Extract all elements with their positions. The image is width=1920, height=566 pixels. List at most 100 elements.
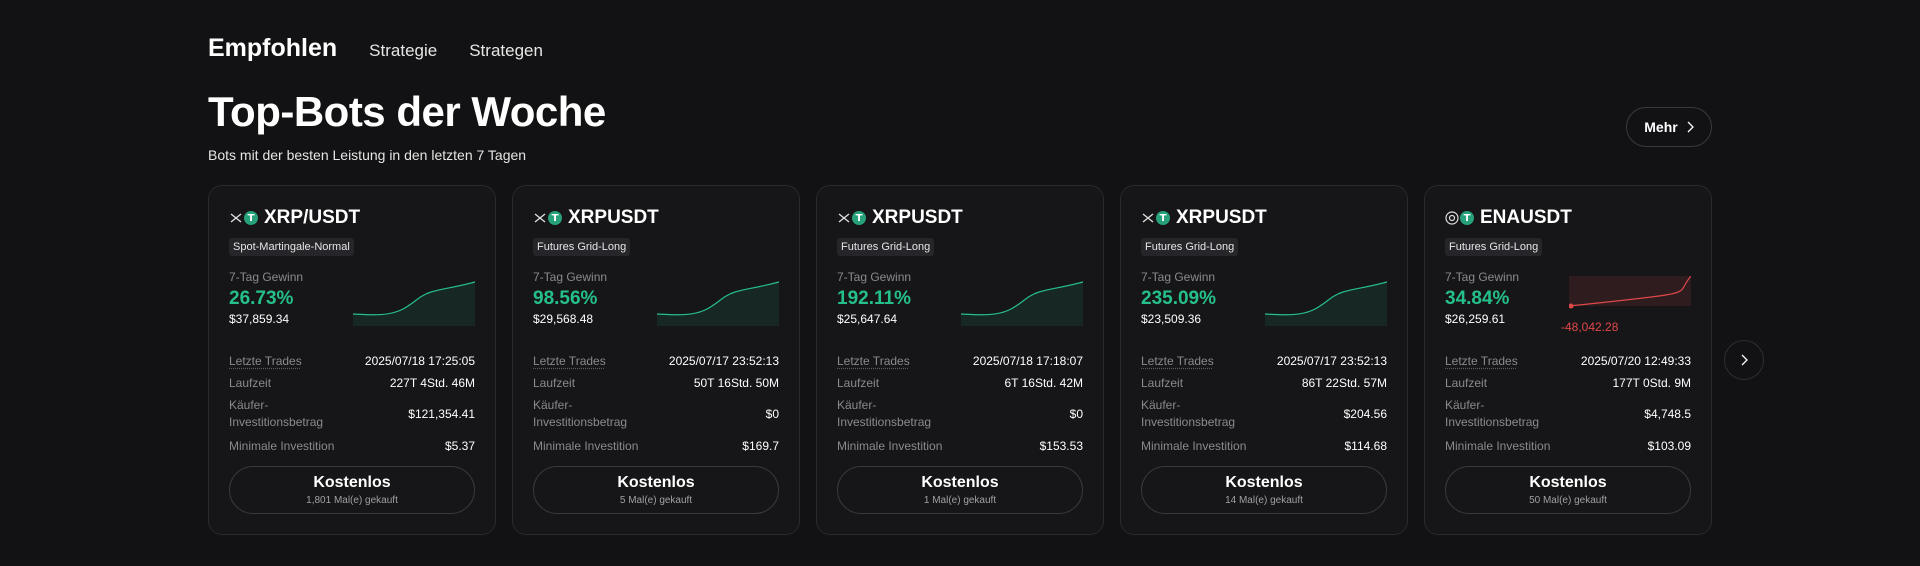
buyer-investment-value: $121,354.41 [408,407,475,421]
more-button-label: Mehr [1644,119,1678,135]
bot-card[interactable]: T XRPUSDT Futures Grid-Long 7-Tag Gewinn… [512,185,800,535]
last-trades-label: Letzte Trades [1445,354,1518,368]
tab-strategie[interactable]: Strategie [369,41,438,60]
chevron-right-icon [1741,354,1748,366]
stats-list: Letzte Trades 2025/07/17 23:52:13 Laufze… [533,350,779,458]
button-label: Kostenlos [313,474,391,491]
free-copy-button[interactable]: Kostenlos 1,801 Mal(e) gekauft [229,466,475,514]
bot-card[interactable]: T XRPUSDT Futures Grid-Long 7-Tag Gewinn… [1120,185,1408,535]
runtime-value: 177T 0Std. 9M [1612,376,1692,390]
last-trades-label: Letzte Trades [1141,354,1214,368]
buyer-investment-value: $0 [1069,407,1083,421]
last-trades-value: 2025/07/17 23:52:13 [1276,354,1387,368]
stat-row-runtime: Laufzeit 227T 4Std. 46M [229,372,475,394]
runtime-label: Laufzeit [1141,376,1184,390]
top-nav: Empfohlen Strategie Strategen [208,34,543,63]
more-button[interactable]: Mehr [1626,107,1712,147]
min-investment-value: $169.7 [742,439,779,453]
stat-row-last-trades: Letzte Trades 2025/07/17 23:52:13 [533,350,779,372]
loss-label: -48,042.28 [1561,320,1619,334]
ena-icon [1445,211,1459,225]
stat-row-buyer-investment: Käufer-Investitionsbetrag $4,748.5 [1445,394,1691,434]
runtime-value: 227T 4Std. 46M [389,376,475,390]
pair-icons: T [533,211,562,225]
sparkline-chart [353,281,475,326]
bot-card[interactable]: T ENAUSDT Futures Grid-Long 7-Tag Gewinn… [1424,185,1712,535]
sparkline-chart [961,281,1083,326]
strategy-badge: Futures Grid-Long [837,238,935,256]
runtime-label: Laufzeit [1445,376,1488,390]
buyer-investment-value: $4,748.5 [1644,407,1691,421]
profit-amount: $25,647.64 [837,312,898,326]
buyer-investment-label: Käufer-Investitionsbetrag [837,398,932,429]
strategy-badge: Futures Grid-Long [1141,238,1239,256]
min-investment-value: $114.68 [1344,439,1388,453]
buyer-investment-value: $204.56 [1343,407,1387,421]
profit-section: 7-Tag Gewinn 34.84% $26,259.61 [1445,270,1691,330]
last-trades-value: 2025/07/20 12:49:33 [1580,354,1691,368]
stat-row-min-investment: Minimale Investition $5.37 [229,434,475,458]
free-copy-button[interactable]: Kostenlos 14 Mal(e) gekauft [1141,466,1387,514]
free-copy-button[interactable]: Kostenlos 5 Mal(e) gekauft [533,466,779,514]
bot-card[interactable]: T XRP/USDT Spot-Martingale-Normal 7-Tag … [208,185,496,535]
stat-row-buyer-investment: Käufer-Investitionsbetrag $0 [533,394,779,434]
stats-list: Letzte Trades 2025/07/18 17:25:05 Laufze… [229,350,475,458]
stat-row-buyer-investment: Käufer-Investitionsbetrag $121,354.41 [229,394,475,434]
min-investment-value: $5.37 [444,439,475,453]
profit-percent: 98.56% [533,288,598,309]
tether-icon: T [548,211,562,225]
page-title: Top-Bots der Woche [208,88,606,135]
profit-percent: 235.09% [1141,288,1217,309]
buyer-investment-value: $0 [765,407,779,421]
pair-name: XRPUSDT [568,207,659,228]
stat-row-last-trades: Letzte Trades 2025/07/18 17:25:05 [229,350,475,372]
page-subtitle: Bots mit der besten Leistung in den letz… [208,147,527,163]
stat-row-runtime: Laufzeit 6T 16Std. 42M [837,372,1083,394]
card-header: T ENAUSDT [1445,206,1691,230]
last-trades-label: Letzte Trades [229,354,302,368]
free-copy-button[interactable]: Kostenlos 50 Mal(e) gekauft [1445,466,1691,514]
stat-row-last-trades: Letzte Trades 2025/07/18 17:18:07 [837,350,1083,372]
xrp-icon [229,211,243,225]
profit-amount: $37,859.34 [229,312,290,326]
purchase-count: 1,801 Mal(e) gekauft [306,495,398,506]
bot-card[interactable]: T XRPUSDT Futures Grid-Long 7-Tag Gewinn… [816,185,1104,535]
last-trades-value: 2025/07/18 17:25:05 [364,354,475,368]
profit-amount: $23,509.36 [1141,312,1202,326]
next-arrow-button[interactable] [1724,340,1764,380]
card-header: T XRP/USDT [229,206,475,230]
profit-amount: $26,259.61 [1445,312,1506,326]
xrp-icon [1141,211,1155,225]
button-label: Kostenlos [1225,474,1303,491]
tether-icon: T [244,211,258,225]
profit-percent: 192.11% [837,288,911,309]
profit-amount: $29,568.48 [533,312,594,326]
tab-strategen[interactable]: Strategen [469,41,543,60]
min-investment-value: $153.53 [1039,439,1083,453]
button-label: Kostenlos [921,474,999,491]
stats-list: Letzte Trades 2025/07/20 12:49:33 Laufze… [1445,350,1691,458]
free-copy-button[interactable]: Kostenlos 1 Mal(e) gekauft [837,466,1083,514]
card-header: T XRPUSDT [533,206,779,230]
stat-row-min-investment: Minimale Investition $153.53 [837,434,1083,458]
pair-name: ENAUSDT [1480,207,1572,228]
min-investment-label: Minimale Investition [229,439,335,453]
pair-icons: T [837,211,866,225]
profit-label: 7-Tag Gewinn [1141,270,1216,284]
xrp-icon [837,211,851,225]
stat-row-last-trades: Letzte Trades 2025/07/17 23:52:13 [1141,350,1387,372]
runtime-label: Laufzeit [533,376,576,390]
runtime-label: Laufzeit [837,376,880,390]
profit-section: 7-Tag Gewinn 192.11% $25,647.64 [837,270,1083,330]
tab-empfohlen[interactable]: Empfohlen [208,34,338,62]
profit-label: 7-Tag Gewinn [837,270,912,284]
purchase-count: 50 Mal(e) gekauft [1529,495,1607,506]
strategy-badge: Futures Grid-Long [533,238,631,256]
tether-icon: T [1156,211,1170,225]
pair-name: XRP/USDT [264,207,361,228]
strategy-badge: Spot-Martingale-Normal [229,238,354,256]
buyer-investment-label: Käufer-Investitionsbetrag [229,398,324,429]
min-investment-label: Minimale Investition [837,439,943,453]
stat-row-runtime: Laufzeit 177T 0Std. 9M [1445,372,1691,394]
buyer-investment-label: Käufer-Investitionsbetrag [533,398,628,429]
